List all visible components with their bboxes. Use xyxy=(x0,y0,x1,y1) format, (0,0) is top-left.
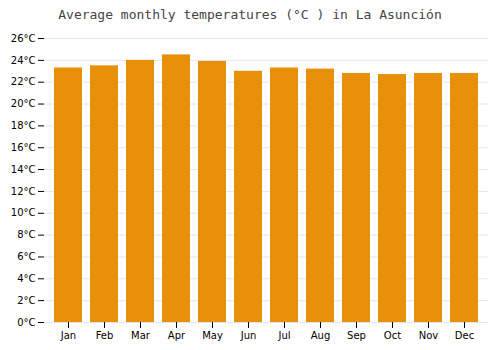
svg-text:Nov: Nov xyxy=(419,330,439,341)
svg-text:Feb: Feb xyxy=(96,330,114,341)
svg-text:Dec: Dec xyxy=(455,330,474,341)
svg-text:24°C: 24°C xyxy=(11,55,36,66)
html-text:Average monthly temperatures (: Average monthly temperatures (°C ) in La… xyxy=(58,7,442,22)
svg-text:20°C: 20°C xyxy=(11,98,36,109)
svg-text:Jul: Jul xyxy=(277,330,290,341)
svg-text:16°C: 16°C xyxy=(11,142,36,153)
svg-text:14°C: 14°C xyxy=(11,164,36,175)
svg-text:Oct: Oct xyxy=(384,330,401,341)
svg-text:Mar: Mar xyxy=(131,330,151,341)
svg-text:26°C: 26°C xyxy=(11,33,36,44)
svg-text:12°C: 12°C xyxy=(11,186,36,197)
svg-text:4°C: 4°C xyxy=(17,273,35,284)
svg-text:18°C: 18°C xyxy=(11,120,36,131)
svg-text:Apr: Apr xyxy=(168,330,186,341)
svg-text:Jan: Jan xyxy=(60,330,76,341)
svg-text:2°C: 2°C xyxy=(17,295,35,306)
svg-text:22°C: 22°C xyxy=(11,76,36,87)
svg-text:Jun: Jun xyxy=(240,330,257,341)
svg-text:Sep: Sep xyxy=(347,330,366,341)
svg-text:Aug: Aug xyxy=(311,330,331,341)
svg-text:0°C: 0°C xyxy=(17,317,35,328)
svg-text:6°C: 6°C xyxy=(17,251,35,262)
svg-text:8°C: 8°C xyxy=(17,229,35,240)
svg-text:10°C: 10°C xyxy=(11,207,36,218)
svg-text:May: May xyxy=(202,330,223,341)
